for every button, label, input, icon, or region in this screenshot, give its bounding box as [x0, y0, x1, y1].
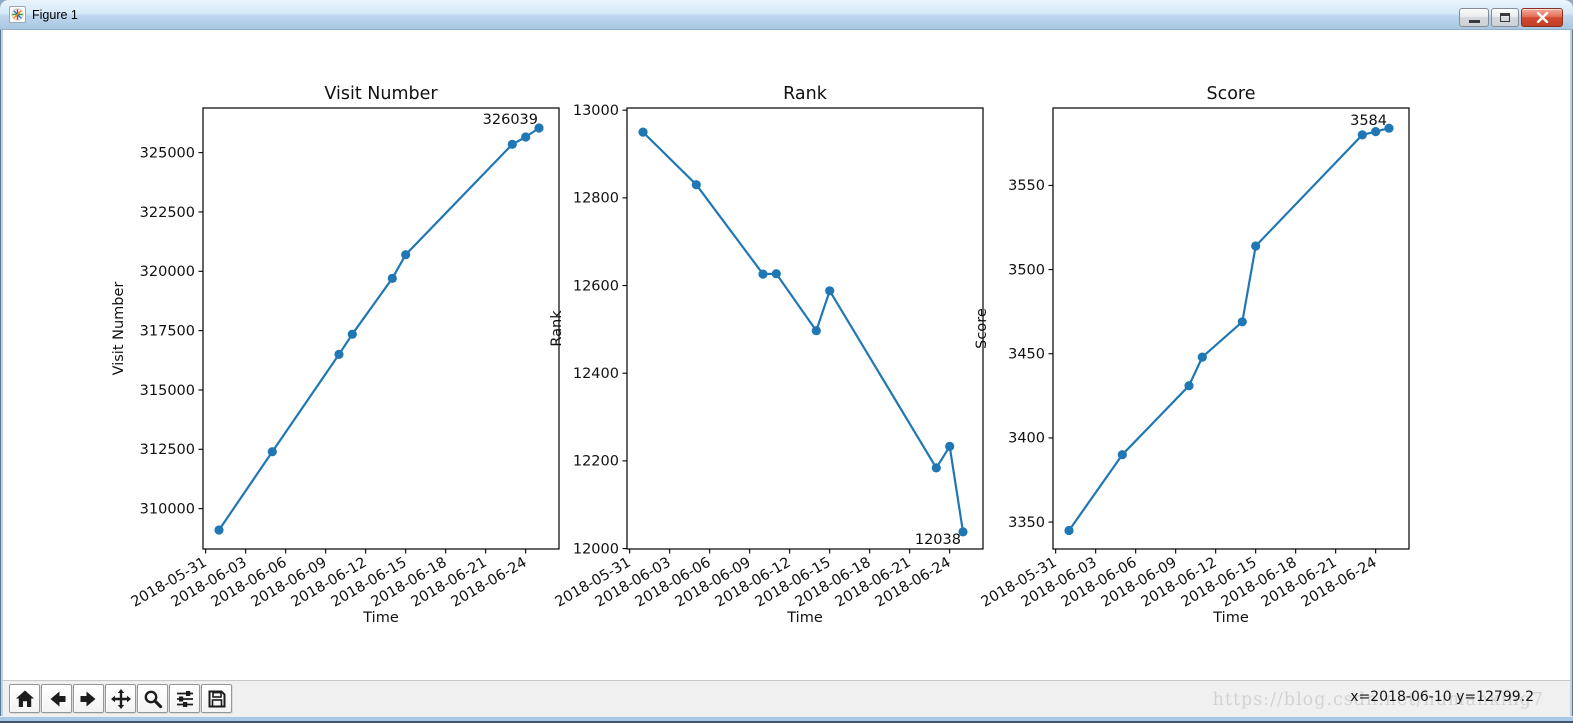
figure-canvas[interactable]: Visit Number 310000 312500 315000 317500 3200…	[3, 30, 1570, 680]
y-tick-label: 3400	[1008, 431, 1045, 447]
data-point	[507, 139, 517, 149]
x-axis-label: Time	[1212, 610, 1249, 626]
y-tick-label: 3500	[1008, 262, 1045, 278]
data-point	[401, 250, 411, 260]
y-tick-label: 12800	[573, 191, 619, 207]
y-tick-label: 310000	[140, 501, 195, 517]
y-tick-label: 3350	[1008, 515, 1045, 531]
charts-svg: Visit Number 310000 312500 315000 317500 3200…	[111, 84, 1410, 626]
data-point	[771, 269, 781, 279]
data-point	[638, 127, 648, 137]
data-point	[267, 447, 277, 457]
cursor-status: x=2018-06-10 y=12799.2	[1350, 689, 1534, 705]
y-tick-label: 320000	[140, 264, 195, 280]
data-point	[387, 273, 397, 283]
data-point	[1357, 130, 1367, 140]
data-point	[347, 329, 357, 339]
magnifier-icon	[144, 690, 162, 708]
data-point	[1184, 381, 1194, 391]
maximize-button[interactable]	[1491, 8, 1519, 27]
window-bottom-frame	[0, 716, 1573, 723]
data-point	[1197, 352, 1207, 362]
data-point	[1384, 123, 1394, 133]
data-line	[641, 130, 965, 533]
annotation-label: 3584	[1350, 113, 1387, 129]
data-point	[945, 441, 955, 451]
data-point	[1371, 127, 1381, 137]
close-icon	[1536, 12, 1548, 23]
configure-subplots-button[interactable]	[169, 684, 200, 713]
zoom-button[interactable]	[137, 684, 168, 713]
toolbar-buttons	[9, 684, 232, 713]
window-controls	[1459, 8, 1563, 27]
y-axis-label: Score	[974, 308, 990, 349]
data-point	[1237, 317, 1247, 327]
data-point	[1251, 241, 1261, 251]
y-tick-label: 12000	[573, 541, 619, 557]
y-tick-label: 317500	[140, 323, 195, 339]
back-button[interactable]	[41, 684, 72, 713]
annotation-label: 326039	[483, 112, 538, 128]
chart-title: Visit Number	[324, 84, 438, 104]
plot-border	[1052, 107, 1410, 550]
data-point	[534, 123, 544, 133]
sliders-icon	[176, 690, 193, 707]
y-tick-label: 3550	[1008, 178, 1045, 194]
data-line	[217, 126, 541, 532]
plot-border	[626, 107, 984, 550]
x-axis-label: Time	[362, 610, 399, 626]
x-axis-label: Time	[786, 610, 823, 626]
data-point	[334, 349, 344, 359]
data-point	[214, 525, 224, 535]
home-button[interactable]	[9, 684, 40, 713]
minimize-button[interactable]	[1459, 8, 1489, 27]
data-point	[1117, 450, 1127, 460]
y-tick-label: 13000	[573, 103, 619, 119]
arrow-left-icon	[50, 691, 65, 706]
window-title: Figure 1	[32, 7, 78, 22]
y-tick-label: 12400	[573, 366, 619, 382]
pan-button[interactable]	[105, 684, 136, 713]
y-tick-label: 315000	[140, 383, 195, 399]
maximize-icon	[1500, 13, 1510, 22]
chart-title: Rank	[783, 84, 828, 104]
watermark: https://blog.csdn.net/humanking7	[1212, 690, 1544, 710]
data-point	[931, 463, 941, 473]
annotation-label: 12038	[915, 532, 961, 548]
data-point	[758, 269, 768, 279]
y-tick-label: 12600	[573, 278, 619, 294]
y-axis-label: Visit Number	[111, 282, 127, 376]
home-icon	[15, 690, 34, 707]
y-tick-label: 322500	[140, 205, 195, 221]
save-icon	[208, 690, 225, 707]
data-point	[521, 132, 531, 142]
y-tick-label: 3450	[1008, 347, 1045, 363]
close-button[interactable]	[1521, 8, 1563, 27]
data-point	[811, 326, 821, 336]
y-tick-label: 325000	[140, 145, 195, 161]
data-point	[691, 180, 701, 190]
data-point	[958, 527, 968, 537]
data-point	[825, 286, 835, 296]
chart-title: Score	[1206, 84, 1255, 104]
y-tick-label: 312500	[140, 442, 195, 458]
matplotlib-icon	[9, 6, 26, 23]
data-line	[1067, 127, 1391, 532]
y-tick-label: 12200	[573, 454, 619, 470]
save-button[interactable]	[201, 684, 232, 713]
navigation-toolbar: https://blog.csdn.net/humanking7 x=2018-…	[3, 680, 1570, 716]
plot-border	[202, 107, 560, 550]
y-axis-label: Rank	[549, 310, 565, 347]
forward-button[interactable]	[73, 684, 104, 713]
titlebar[interactable]: Figure 1	[0, 0, 1573, 30]
move-icon	[110, 688, 131, 709]
data-point	[1064, 525, 1074, 536]
arrow-right-icon	[80, 691, 95, 706]
minimize-icon	[1468, 20, 1480, 23]
